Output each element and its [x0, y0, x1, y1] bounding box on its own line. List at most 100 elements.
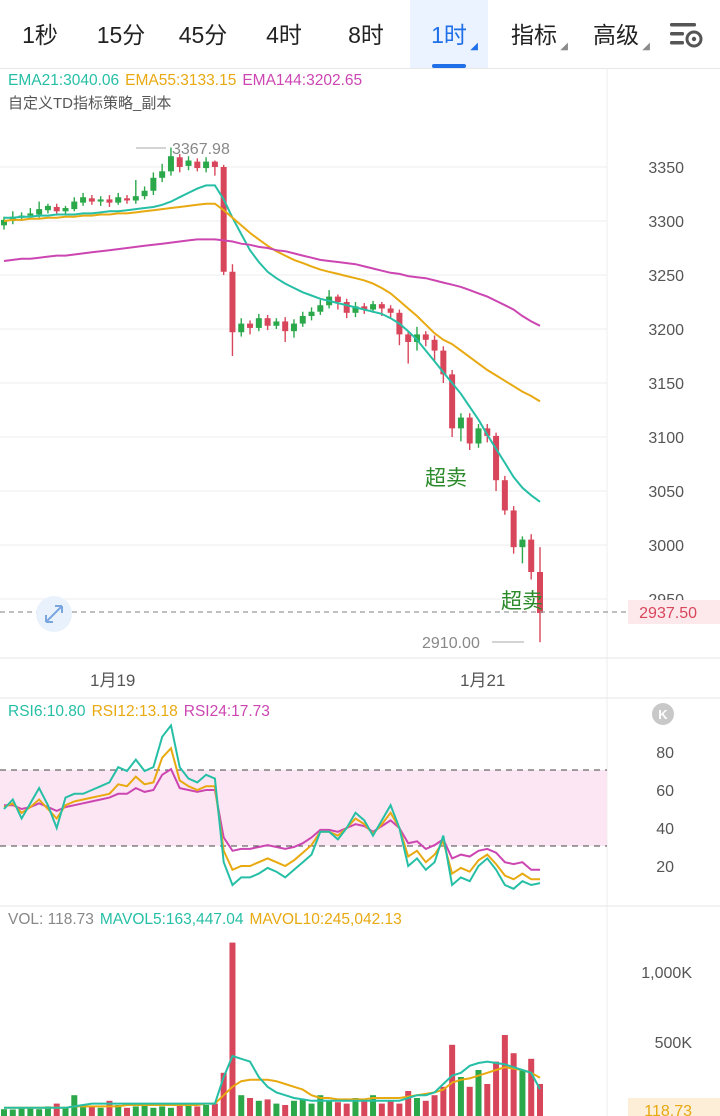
volume-bar [431, 1095, 438, 1116]
candle [352, 306, 359, 313]
tab-1h[interactable]: 1时 ◢ [410, 0, 488, 68]
tab-8h[interactable]: 8时 [348, 22, 384, 48]
candle [71, 201, 78, 210]
volume-bar [176, 1103, 183, 1116]
candle [484, 428, 491, 436]
price-tick-label: 3100 [648, 430, 684, 447]
vol-legend: VOL: 118.73 [8, 911, 94, 928]
volume-bar [115, 1105, 122, 1116]
volume-legend: VOL: 118.73 MAVOL5:163,447.04 MAVOL10:245,… [8, 911, 408, 929]
volume-bar [132, 1106, 139, 1116]
candle [238, 323, 245, 333]
rsi-badge[interactable] [652, 703, 674, 725]
volume-bar [238, 1095, 245, 1116]
candle [88, 198, 95, 202]
tab-1s[interactable]: 1秒 [22, 22, 58, 48]
volume-bar [510, 1053, 517, 1116]
volume-bar [27, 1107, 34, 1116]
candle [405, 334, 412, 342]
candle [62, 208, 69, 212]
vol-last-value: 118.73 [644, 1103, 692, 1116]
crosshair-toggle-icon[interactable] [36, 596, 72, 632]
candle [378, 304, 385, 309]
candle [299, 316, 306, 324]
candle [124, 198, 131, 201]
candle [431, 339, 438, 351]
ema-legend: EMA21:3040.06 EMA55:3133.15 EMA144:3202.65 [8, 72, 368, 90]
volume-bar [475, 1070, 482, 1116]
mavol10-legend: MAVOL10:245,042.13 [249, 911, 402, 928]
volume-bar [405, 1091, 412, 1116]
tab-indicators[interactable]: 指标 ◢ [511, 22, 568, 52]
volume-bar [229, 942, 236, 1116]
vol-last-tag [628, 1098, 720, 1116]
volume-axis: 1,000K 500K [641, 965, 692, 1052]
oversold-annotation: 超卖 [425, 467, 467, 490]
dropdown-triangle-icon: ◢ [560, 41, 568, 52]
candle [141, 190, 148, 197]
tab-45m[interactable]: 45分 [178, 22, 228, 48]
tab-15m[interactable]: 15分 [96, 22, 146, 48]
volume-bar [264, 1099, 271, 1116]
volume-bar [203, 1105, 210, 1116]
volume-bar [62, 1107, 69, 1116]
volume-tick-label: 1,000K [641, 965, 692, 982]
candle [528, 539, 535, 572]
candle [493, 435, 500, 481]
volume-bar [106, 1100, 113, 1116]
volume-bar [449, 1044, 456, 1116]
volume-bar [194, 1106, 201, 1116]
volume-bar [167, 1107, 174, 1116]
volume-bar [378, 1103, 385, 1116]
volume-bar [255, 1100, 262, 1116]
rsi-tick-label: 40 [656, 821, 674, 838]
candle [97, 199, 104, 202]
volume-bar [308, 1103, 315, 1116]
candle [44, 205, 51, 211]
volume-bar [290, 1100, 297, 1116]
rsi6-line [3, 723, 541, 890]
price-tick-label: 3150 [648, 376, 684, 393]
candle [264, 318, 271, 326]
tab-advanced[interactable]: 高级 ◢ [593, 22, 650, 52]
candle [132, 196, 139, 201]
price-tick-label: 3000 [648, 538, 684, 555]
candle [150, 177, 157, 191]
volume-bar [440, 1086, 447, 1116]
volume-bar [352, 1098, 359, 1116]
rsi12-line [3, 746, 540, 881]
rsi6-legend: RSI6:10.80 [8, 703, 86, 720]
rsi12-legend: RSI12:13.18 [91, 703, 178, 720]
volume-bar [519, 1070, 526, 1116]
candle [36, 209, 43, 215]
candle [519, 539, 526, 548]
active-tab-indicator [432, 64, 466, 68]
candle [185, 160, 192, 166]
price-tick-label: 3250 [648, 268, 684, 285]
volume-bar [501, 1035, 508, 1116]
tab-4h[interactable]: 4时 [266, 22, 302, 48]
price-tick-label: 3050 [648, 484, 684, 501]
volume-bar [299, 1099, 306, 1116]
volume-bar [211, 1103, 218, 1116]
volume-bar [317, 1095, 324, 1116]
volume-bar [422, 1100, 429, 1116]
ema144-legend: EMA144:3202.65 [242, 72, 363, 89]
chart-settings-icon[interactable] [664, 16, 704, 52]
volume-bar [413, 1098, 420, 1116]
candle [167, 156, 174, 172]
ema144-line [3, 238, 541, 327]
price-tick-label: 3300 [648, 214, 684, 231]
candle [457, 417, 464, 429]
ema21-line [4, 184, 541, 503]
candle [220, 167, 227, 272]
candle [440, 350, 447, 375]
volume-bar [80, 1105, 87, 1116]
low-marker: 2910.00 [422, 635, 480, 652]
candle [27, 213, 34, 216]
candle [466, 417, 473, 444]
ema55-line [3, 202, 541, 403]
candle [247, 323, 254, 328]
volume-bar [247, 1098, 254, 1116]
